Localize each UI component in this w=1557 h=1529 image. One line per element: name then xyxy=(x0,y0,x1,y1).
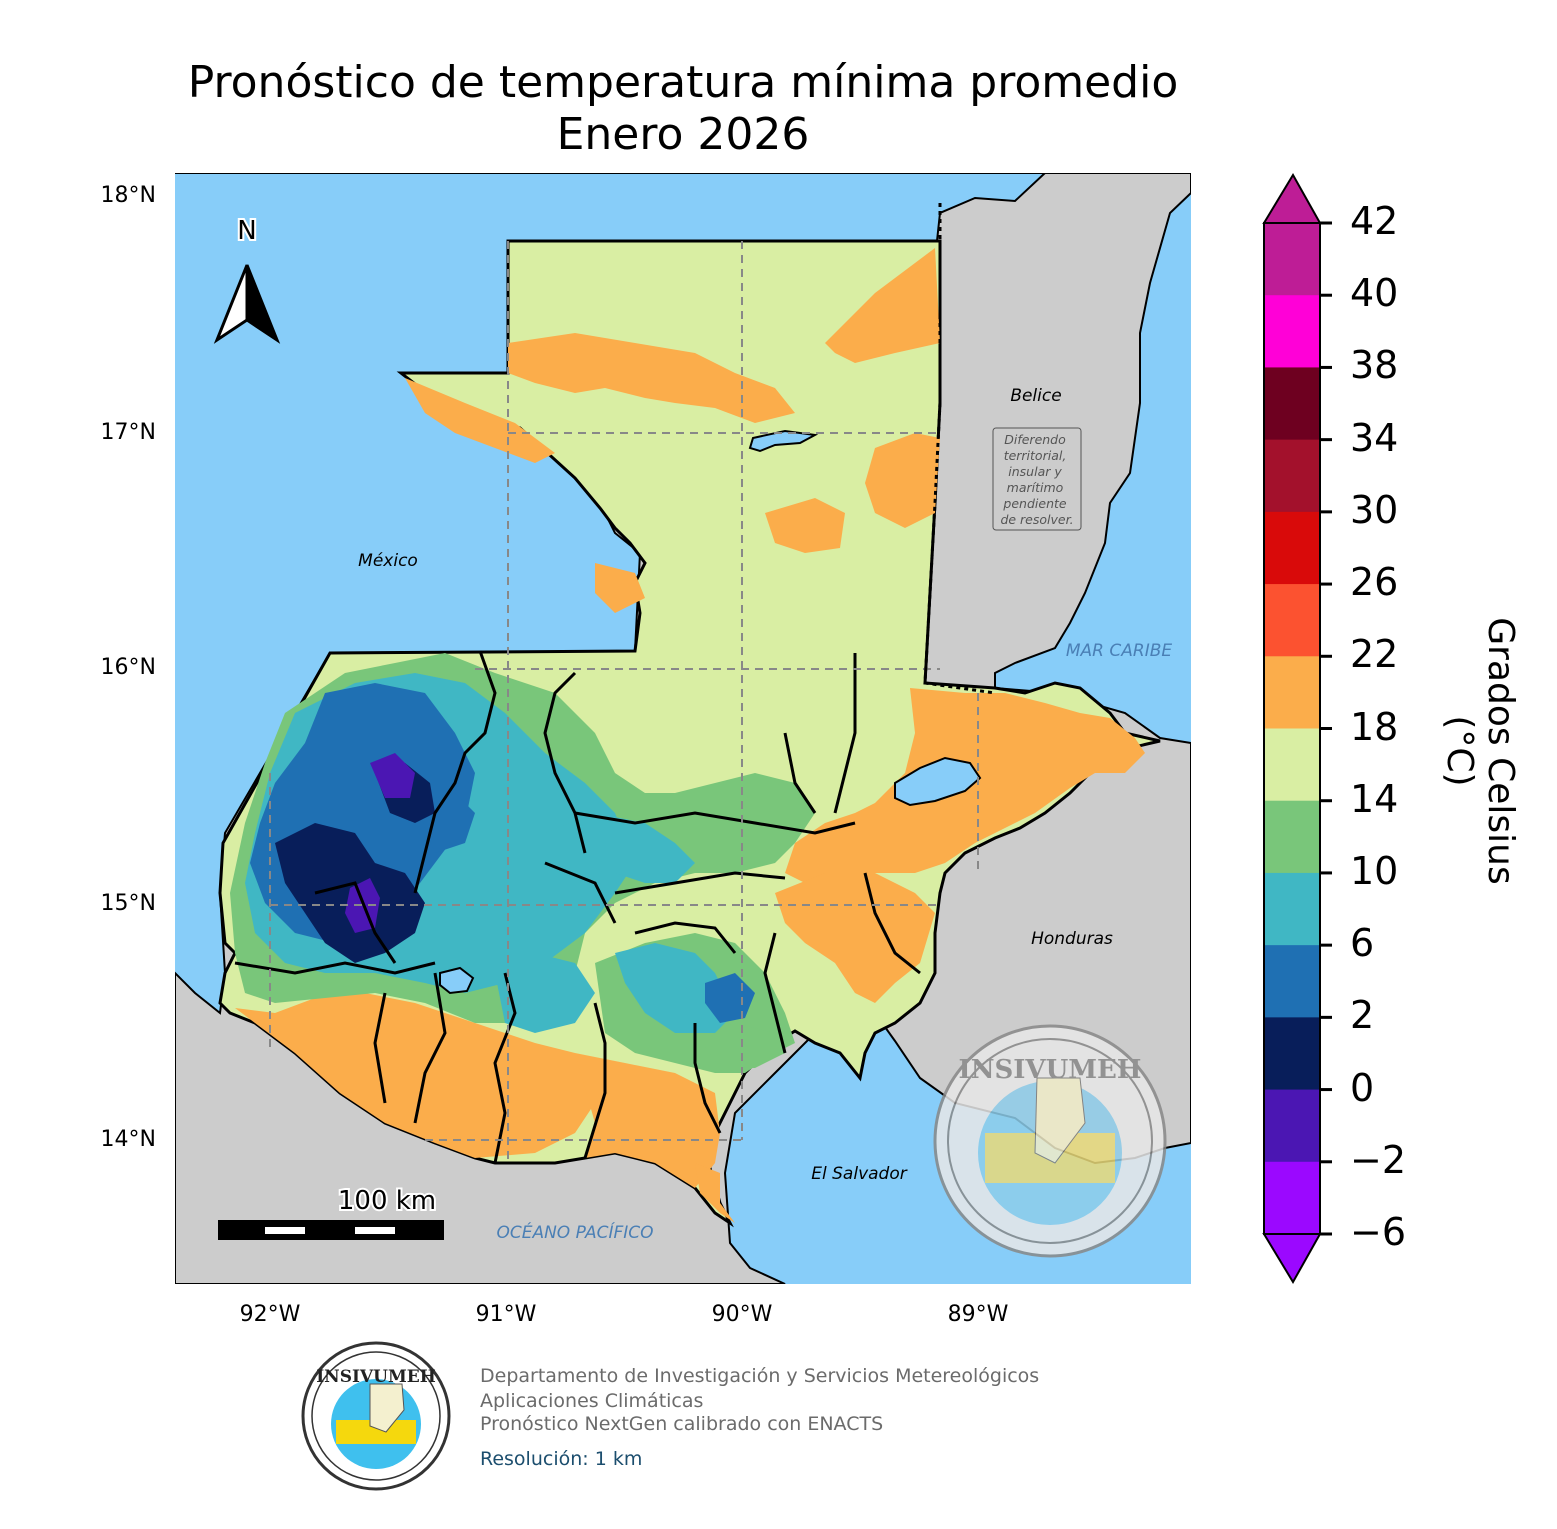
footer-forecast: Pronóstico NextGen calibrado con ENACTS xyxy=(480,1413,884,1435)
colorbar-tick-label: −2 xyxy=(1350,1137,1407,1182)
department-boundaries xyxy=(234,650,921,1164)
colorbar-band xyxy=(1264,945,1320,1018)
north-arrow: N xyxy=(213,214,281,344)
colorbar-tick-label: 2 xyxy=(1350,993,1375,1038)
colorbar-ticks xyxy=(1320,221,1332,1236)
colorbar-band xyxy=(1264,584,1320,657)
insivumeh-logo: INSIVUMEH xyxy=(301,1341,451,1491)
label-belice: Belice xyxy=(1010,386,1061,406)
lat-tick-18: 18°N xyxy=(100,183,156,208)
title-line-1: Pronóstico de temperatura mínima promedi… xyxy=(187,57,1179,108)
colorbar-tick-label: 10 xyxy=(1350,848,1399,893)
gridlines xyxy=(269,241,979,1163)
footer-department: Departamento de Investigación y Servicio… xyxy=(480,1365,1040,1387)
colorbar xyxy=(1262,173,1332,1284)
colorbar-tick-label: 0 xyxy=(1350,1065,1375,1110)
dispute-line-3: insular y xyxy=(1008,464,1062,479)
lat-tick-15: 15°N xyxy=(100,891,156,916)
dispute-line-1: Diferendo xyxy=(1004,432,1066,447)
temperature-map: México Belice Honduras El Salvador MAR C… xyxy=(175,173,1191,1284)
label-mar-caribe: MAR CARIBE xyxy=(1066,641,1173,661)
insivumeh-watermark: INSIVUMEH xyxy=(933,1024,1167,1258)
colorbar-band xyxy=(1264,728,1320,802)
colorbar-tick-label: 42 xyxy=(1350,199,1399,243)
colorbar-tick-label: 6 xyxy=(1350,921,1375,966)
colorbar-title: Grados Celsius (°C) xyxy=(1439,617,1521,885)
label-mexico: México xyxy=(358,551,418,571)
colorbar-band xyxy=(1264,223,1320,296)
colorbar-band xyxy=(1264,1161,1320,1235)
lon-tick-90: 90°W xyxy=(711,1302,773,1327)
svg-text:Diferendo territorial,: Diferendo territorial, insular y marítim… xyxy=(1000,432,1073,527)
dispute-line-2: territorial, xyxy=(1004,448,1067,463)
label-oceano-pacifico: OCÉANO PACÍFICO xyxy=(496,1221,653,1243)
footer-applications: Aplicaciones Climáticas xyxy=(480,1390,704,1412)
colorbar-bands xyxy=(1264,223,1320,1235)
colorbar-top-arrow xyxy=(1262,173,1322,224)
lake-peten-itza xyxy=(748,429,819,453)
colorbar-tick-label: 34 xyxy=(1350,415,1399,460)
dispute-line-5: pendiente xyxy=(1002,496,1066,511)
colorbar-band xyxy=(1264,367,1320,441)
north-arrow-label: N xyxy=(237,216,256,246)
lon-tick-91: 91°W xyxy=(475,1302,537,1327)
lat-tick-17: 17°N xyxy=(100,420,156,445)
colorbar-tick-label: −6 xyxy=(1350,1210,1407,1254)
title-line-2: Enero 2026 xyxy=(556,109,810,160)
colorbar-band xyxy=(1264,511,1320,585)
colorbar-band xyxy=(1264,800,1320,874)
label-honduras: Honduras xyxy=(1031,929,1113,949)
colorbar-band xyxy=(1264,1017,1320,1091)
colorbar-tick-label: 26 xyxy=(1350,560,1399,605)
colorbar-tick-label: 14 xyxy=(1350,776,1399,821)
lat-tick-14: 14°N xyxy=(100,1127,156,1152)
lon-tick-89: 89°W xyxy=(947,1302,1009,1327)
dispute-note: Diferendo territorial, insular y marítim… xyxy=(992,427,1082,531)
scale-bar: 100 km xyxy=(218,1184,444,1240)
watermark-logo-name: INSIVUMEH xyxy=(959,1055,1142,1085)
colorbar-tick-label: 38 xyxy=(1350,343,1399,388)
colorbar-band xyxy=(1264,295,1320,368)
footer-resolution: Resolución: 1 km xyxy=(480,1448,643,1470)
colorbar-band xyxy=(1264,439,1320,513)
label-el-salvador: El Salvador xyxy=(811,1164,907,1184)
colorbar-band xyxy=(1264,1089,1320,1163)
logo-name: INSIVUMEH xyxy=(316,1367,436,1387)
dispute-line-6: de resolver. xyxy=(1000,512,1073,527)
colorbar-tick-label: 40 xyxy=(1350,271,1399,316)
lake-atitlan xyxy=(439,966,475,995)
zone-m2-0 xyxy=(345,753,415,933)
colorbar-band xyxy=(1264,872,1320,946)
colorbar-tick-label: 18 xyxy=(1350,704,1399,749)
lat-tick-16: 16°N xyxy=(100,655,156,680)
colorbar-bottom-arrow xyxy=(1262,1233,1322,1284)
scale-bar-label: 100 km xyxy=(338,1186,436,1216)
colorbar-tick-label: 22 xyxy=(1350,632,1399,677)
lake-izabal xyxy=(894,756,982,807)
colorbar-tick-label: 30 xyxy=(1350,487,1399,532)
dispute-line-4: marítimo xyxy=(1007,480,1064,495)
colorbar-band xyxy=(1264,656,1320,729)
lon-tick-92: 92°W xyxy=(239,1302,301,1327)
